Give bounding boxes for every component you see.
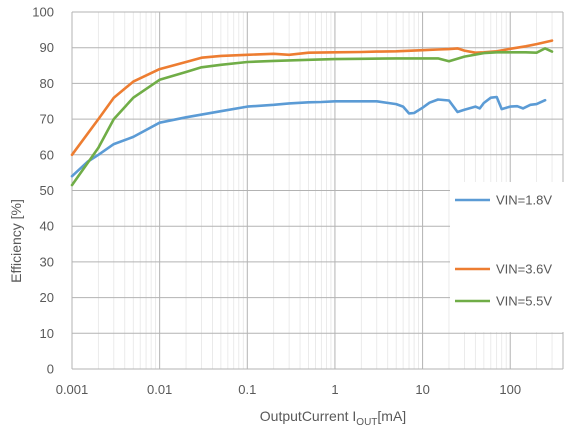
x-axis-title-main: OutputCurrent I — [260, 408, 357, 424]
y-tick-label: 30 — [40, 254, 54, 269]
series-line — [70, 47, 554, 187]
legend-label: VIN=1.8V — [496, 193, 552, 208]
x-tick-label: 10 — [415, 382, 429, 397]
series-line — [70, 39, 554, 157]
y-tick-label: 70 — [40, 112, 54, 127]
y-axis-ticks: 0 10 20 30 40 50 60 70 80 90 100 — [32, 5, 54, 377]
x-axis-title: OutputCurrent IOUT[mA] — [260, 408, 406, 428]
y-tick-label: 60 — [40, 147, 54, 162]
y-tick-label: 90 — [40, 40, 54, 55]
x-tick-label: 100 — [499, 382, 521, 397]
x-axis-title-subscript: OUT — [356, 417, 377, 428]
legend: VIN=1.8V VIN=3.6V VIN=5.5V — [450, 182, 568, 332]
y-tick-label: 80 — [40, 76, 54, 91]
y-tick-label: 10 — [40, 326, 54, 341]
y-tick-label: 40 — [40, 219, 54, 234]
legend-label: VIN=5.5V — [496, 294, 552, 309]
y-tick-label: 20 — [40, 290, 54, 305]
y-tick-label: 0 — [47, 362, 54, 377]
legend-box — [450, 182, 568, 332]
y-tick-label: 100 — [32, 5, 54, 20]
legend-label: VIN=3.6V — [496, 262, 552, 277]
x-tick-label: 0.1 — [238, 382, 256, 397]
series-line — [70, 95, 547, 178]
x-axis-ticks: 0.001 0.01 0.1 1 10 100 — [56, 382, 521, 397]
y-tick-label: 50 — [40, 183, 54, 198]
x-tick-label: 0.001 — [56, 382, 89, 397]
x-axis-title-unit: [mA] — [377, 408, 406, 424]
y-axis-title: Efficiency [%] — [8, 199, 24, 283]
series-lines — [70, 39, 554, 187]
x-tick-label: 0.01 — [147, 382, 172, 397]
x-tick-label: 1 — [331, 382, 338, 397]
